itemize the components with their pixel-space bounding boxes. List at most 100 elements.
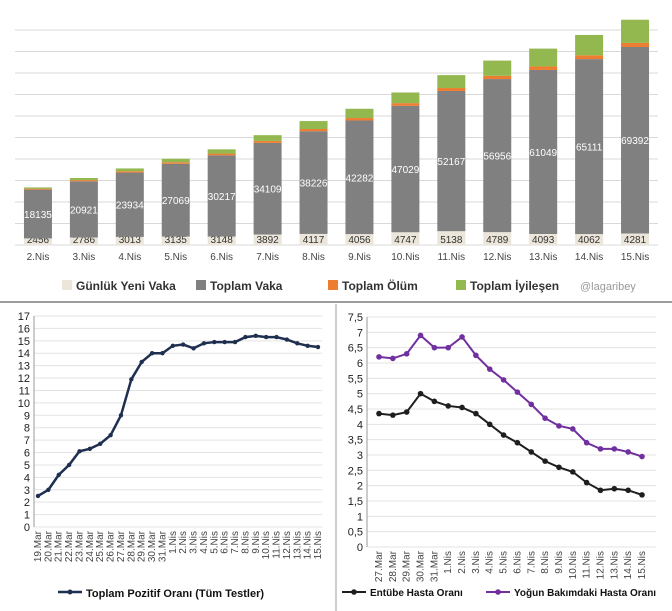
data-point (98, 441, 103, 447)
y-tick-label: 4 (24, 472, 30, 484)
x-tick-label: 23.Mar (74, 530, 85, 562)
bar-günlük-yeni-vaka (483, 232, 512, 245)
data-point (625, 487, 631, 494)
data-label: 42282 (346, 173, 374, 184)
x-tick-label: 21.Mar (54, 530, 65, 562)
bar-günlük-yeni-vaka (161, 236, 190, 245)
data-point (305, 343, 310, 348)
x-tick-label: 6.Nis (210, 252, 233, 263)
x-tick-label: 9.Nis (251, 531, 262, 554)
data-point (542, 415, 548, 422)
data-point (295, 341, 300, 346)
bar-toplam-vaka (253, 142, 282, 235)
x-tick-label: 4.Nis (118, 252, 141, 263)
legend-swatch (328, 280, 338, 290)
data-point (486, 366, 493, 372)
data-label: 5138 (440, 235, 463, 246)
y-tick-label: 1,5 (348, 496, 363, 508)
x-tick-label: 11.Nis (272, 531, 283, 559)
x-tick-label: 3.Nis (189, 531, 200, 554)
data-point (528, 449, 535, 455)
data-point (390, 355, 396, 362)
x-tick-label: 13.Nis (292, 531, 303, 559)
y-tick-label: 3 (357, 450, 363, 462)
data-label: 2786 (73, 235, 96, 246)
legend-marker (495, 589, 501, 595)
data-point (569, 426, 576, 432)
data-point (35, 493, 41, 499)
data-point (597, 487, 604, 494)
data-label: 23934 (116, 201, 144, 212)
y-tick-label: 14 (18, 348, 30, 360)
legend-label: Toplam İyileşen (470, 278, 559, 293)
y-tick-label: 16 (18, 323, 30, 335)
data-point (459, 404, 465, 411)
data-point (431, 344, 438, 351)
x-tick-label: 19.Mar (33, 530, 44, 562)
bar-toplam-i̇yileşen (621, 19, 650, 43)
data-point (243, 334, 248, 340)
data-label: 34109 (254, 185, 282, 196)
bar-günlük-yeni-vaka (207, 236, 236, 245)
x-tick-label: 27.Mar (374, 550, 385, 582)
bar-toplam-i̇yileşen (345, 108, 374, 119)
y-tick-label: 7 (357, 327, 363, 339)
x-tick-label: 4.Nis (199, 531, 210, 554)
data-point (263, 334, 269, 340)
data-point (253, 333, 258, 339)
data-label: 4062 (578, 235, 601, 246)
x-tick-label: 10.Nis (391, 252, 419, 263)
data-point (222, 339, 227, 345)
data-point (232, 339, 238, 345)
watermark-handle: @lagaribey (580, 281, 636, 293)
x-tick-label: 1.Nis (168, 531, 179, 554)
bar-toplam-i̇yileşen (161, 158, 190, 163)
data-label: 38226 (300, 179, 328, 190)
y-tick-label: 2,5 (348, 465, 363, 477)
data-point (284, 337, 290, 342)
x-tick-label: 30.Mar (147, 530, 158, 562)
x-tick-label: 29.Mar (402, 550, 413, 582)
x-tick-label: 20.Mar (43, 530, 54, 562)
y-tick-label: 12 (18, 373, 30, 385)
data-point (201, 341, 207, 346)
bar-toplam-vaka (23, 189, 52, 239)
x-tick-label: 5.Nis (209, 531, 220, 554)
y-tick-label: 0 (357, 542, 363, 554)
y-tick-label: 5 (357, 389, 363, 401)
data-point (376, 410, 382, 417)
data-point (376, 354, 382, 360)
data-point (129, 377, 134, 382)
y-tick-label: 7,5 (348, 312, 363, 324)
x-tick-label: 31.Mar (157, 530, 168, 562)
data-point (180, 342, 186, 347)
data-point (108, 432, 113, 438)
x-tick-label: 15.Nis (637, 551, 648, 579)
data-label: 18135 (24, 210, 52, 221)
legend-marker (67, 589, 73, 595)
data-point (639, 492, 645, 498)
data-label: 4117 (303, 235, 325, 246)
y-tick-label: 6,5 (348, 343, 363, 355)
x-tick-label: 14.Nis (303, 531, 314, 559)
data-point (403, 409, 410, 415)
bar-günlük-yeni-vaka (253, 234, 282, 245)
data-point (583, 479, 590, 486)
y-tick-label: 8 (24, 423, 30, 435)
data-point (431, 398, 438, 405)
data-label: 4747 (394, 235, 417, 246)
data-point (118, 413, 124, 418)
data-point (500, 377, 507, 383)
data-point (556, 423, 562, 429)
bar-günlük-yeni-vaka (23, 238, 52, 245)
bar-toplam-i̇yileşen (115, 168, 144, 172)
bar-toplam-ölüm (483, 75, 512, 80)
x-tick-label: 30.Mar (416, 550, 427, 582)
x-tick-label: 13.Nis (609, 551, 620, 579)
y-tick-label: 1 (357, 511, 363, 523)
y-tick-label: 9 (24, 410, 30, 422)
bar-toplam-vaka (69, 181, 98, 238)
data-point (514, 389, 521, 395)
x-tick-label: 7.Nis (526, 551, 537, 574)
